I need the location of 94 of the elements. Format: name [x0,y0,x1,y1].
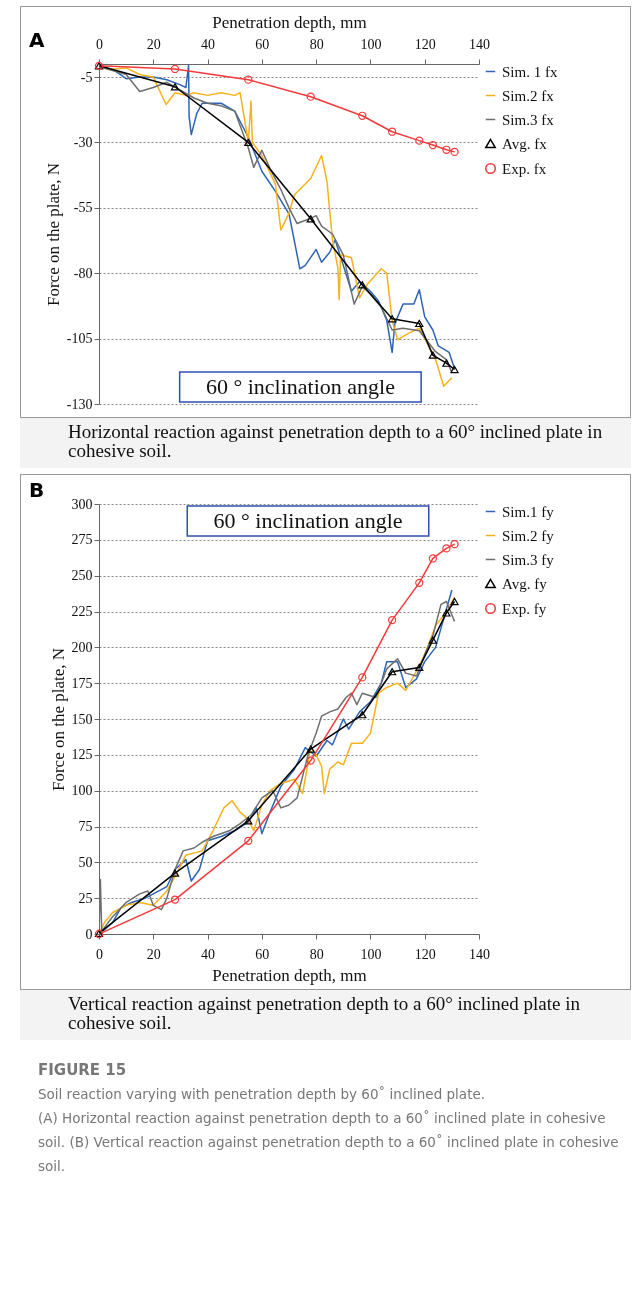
point [388,615,397,625]
point [170,64,180,74]
y-tick-label: 175 [71,675,93,691]
point [450,147,459,157]
point [415,663,424,672]
y-tick-label: 125 [71,747,93,763]
point [358,111,367,120]
y-tick-label: 75 [78,819,93,834]
point [450,540,459,549]
x-tick-label: 140 [469,946,490,962]
point [442,609,451,617]
text: Soil reaction varying with penetration depth by 60˚ inclined plate. [38,1085,487,1104]
y-tick-label: -55 [73,200,93,216]
legend-label: Exp. fy [502,600,547,617]
point [428,636,437,644]
point [388,127,397,136]
x-tick-label: 20 [146,36,161,52]
legend-label: Sim.3 fx [502,111,555,128]
y-tick-label: -130 [66,396,93,412]
point [415,319,424,328]
y-tick-label: -5 [80,69,93,85]
point [244,75,253,84]
point [358,281,367,289]
y-tick-label: -30 [73,134,93,150]
point [428,554,437,563]
y-axis-title: Force on the plate, N [43,162,63,307]
annotation: 60 ° inclination angle [213,508,403,533]
x-tick-label: 60 [255,36,270,52]
legend-label: Exp. fx [502,160,547,177]
point [442,145,451,154]
point [244,138,253,147]
point [388,315,397,323]
point [306,92,315,101]
point [450,365,459,374]
text: (A) Horizontal reaction against penetration depth to a 60˚ inclined plate in cohesive soil. (B) Vertical reaction against penetration depth to a 60˚ inclined plate in cohesive soil. [38,1109,620,1176]
x-tick-label: 0 [96,946,103,962]
x-tick-label: 100 [360,36,382,52]
legend-label: Avg. fx [502,135,548,152]
legend-label: Sim.3 fy [502,551,555,568]
legend-label: Sim.1 fy [502,503,555,520]
x-tick-label: 40 [201,946,216,962]
y-tick-label: 300 [71,496,93,512]
y-tick-label: 150 [71,711,93,727]
legend-label: Sim.2 fy [502,527,555,544]
x-axis-title: Penetration depth, mm [212,965,367,985]
point [244,817,253,825]
point [306,756,315,765]
legend-label: Sim. 1 fx [502,63,558,80]
y-tick-label: 100 [71,783,93,799]
y-tick-label: 0 [85,926,93,942]
y-tick-label: -80 [73,265,93,281]
y-tick-label: 25 [78,890,93,906]
point [306,745,315,753]
point [415,136,424,145]
x-tick-label: 60 [255,946,270,962]
y-tick-label: 225 [71,604,93,619]
x-tick-label: 80 [309,36,324,52]
annotation: 60 ° inclination angle [205,374,395,399]
point [428,351,437,359]
chart-title: A [29,28,45,52]
y-tick-label: 200 [71,639,93,655]
point [358,711,367,719]
point [415,578,424,587]
point [358,673,367,682]
y-tick-label: 50 [78,854,93,870]
x-tick-label: 120 [414,36,436,52]
point [306,215,315,223]
point [450,597,459,606]
x-tick-label: 40 [201,36,216,52]
point [170,83,180,91]
point [442,544,451,553]
x-tick-label: 100 [360,946,382,962]
chart-title: B [29,478,45,502]
y-tick-label: 250 [71,568,93,584]
point [170,895,180,904]
point [442,359,451,367]
legend-label: Sim.2 fx [502,87,555,104]
x-tick-label: 80 [309,946,324,962]
x-tick-label: 0 [96,36,103,52]
point [170,869,180,877]
text: Horizontal reaction against penetration depth to a 60° inclined plate in cohesive soil. [20,418,631,468]
text: Vertical reaction against penetration depth to a 60° inclined plate in cohesive soil. [20,990,631,1040]
caption: FIGURE 15 [38,1060,128,1081]
x-tick-label: 120 [414,946,436,962]
point [388,668,397,676]
y-tick-label: 275 [71,532,93,548]
x-tick-label: 20 [146,946,161,962]
point [428,140,437,150]
x-tick-label: 140 [469,36,490,52]
y-axis-title: Force on the plate, N [48,647,68,792]
x-axis-title: Penetration depth, mm [212,12,367,32]
legend-label: Avg. fy [502,575,548,592]
point [244,836,253,845]
y-tick-label: -105 [66,331,93,347]
